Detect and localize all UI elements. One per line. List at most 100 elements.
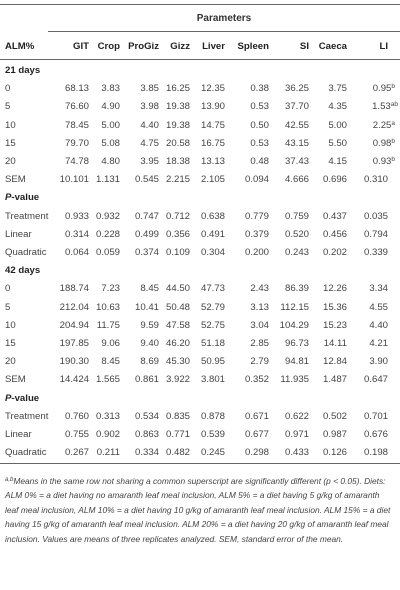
col-header-caeca: Caeca — [318, 41, 347, 52]
cell-git: 76.60 — [64, 101, 89, 112]
cell-alm: 0 — [5, 83, 11, 94]
cell-li: 0.647 — [363, 374, 388, 385]
cell-li-value: 1.53 — [372, 101, 391, 112]
table-row: 0 188.74 7.23 8.45 44.50 47.73 2.43 86.39 12.26 3… — [0, 280, 400, 298]
cell-caeca: 12.26 — [322, 283, 347, 294]
parameters-group-header: Parameters — [196, 13, 252, 24]
cell-gizz: 47.58 — [165, 320, 190, 331]
cell-alm: 10 — [5, 320, 16, 331]
cell-crop: 10.63 — [95, 302, 120, 313]
table-row: 0 68.13 3.83 3.85 16.25 12.35 0.38 36.25 3.75 0.9… — [0, 80, 400, 98]
cell-spleen: 0.779 — [244, 211, 269, 222]
cell-progiz: 0.374 — [134, 247, 159, 258]
cell-git: 188.74 — [59, 283, 89, 294]
cell-crop: 3.83 — [101, 83, 120, 94]
cell-alm: Treatment — [5, 411, 49, 422]
cell-progiz: 0.747 — [134, 211, 159, 222]
cell-caeca: 0.696 — [322, 174, 347, 185]
cell-si: 104.29 — [279, 320, 309, 331]
significance-superscript: b — [391, 83, 395, 90]
cell-liver: 16.75 — [200, 138, 225, 149]
cell-gizz: 45.30 — [165, 356, 190, 367]
cell-si: 4.666 — [284, 174, 309, 185]
cell-alm: 20 — [5, 356, 16, 367]
cell-alm: Linear — [5, 429, 32, 440]
cell-li: 4.40 — [369, 320, 388, 331]
cell-spleen: 0.677 — [244, 429, 269, 440]
cell-alm: SEM — [5, 174, 26, 185]
cell-alm: Quadratic — [5, 447, 47, 458]
cell-progiz: 0.534 — [134, 411, 159, 422]
cell-progiz: 8.69 — [140, 356, 159, 367]
cell-caeca: 4.35 — [328, 101, 347, 112]
section-label-italic: P — [5, 192, 12, 203]
cell-spleen: 0.352 — [244, 374, 269, 385]
cell-liver: 52.79 — [200, 302, 225, 313]
cell-li: 2.25a — [373, 117, 395, 135]
cell-caeca: 12.84 — [322, 356, 347, 367]
cell-gizz: 46.20 — [165, 338, 190, 349]
cell-liver: 0.539 — [200, 429, 225, 440]
cell-li: 3.34 — [369, 283, 388, 294]
section-label-rest: -value — [11, 393, 40, 404]
cell-alm: 5 — [5, 302, 11, 313]
cell-progiz: 3.95 — [140, 156, 159, 167]
cell-alm: Linear — [5, 229, 32, 240]
cell-si: 96.73 — [284, 338, 309, 349]
cell-si: 0.520 — [284, 229, 309, 240]
cell-li: 0.339 — [363, 247, 388, 258]
col-header-spleen: Spleen — [237, 41, 269, 52]
section-header: 21 days — [0, 62, 400, 80]
cell-crop: 0.228 — [95, 229, 120, 240]
cell-crop: 5.08 — [101, 138, 120, 149]
cell-progiz: 9.40 — [140, 338, 159, 349]
table-row: 5 76.60 4.90 3.98 19.38 13.90 0.53 37.70 4.35 1.5… — [0, 98, 400, 116]
cell-caeca: 0.987 — [322, 429, 347, 440]
cell-git: 190.30 — [59, 356, 89, 367]
cell-git: 0.760 — [64, 411, 89, 422]
cell-spleen: 0.298 — [244, 447, 269, 458]
cell-progiz: 0.334 — [134, 447, 159, 458]
cell-liver: 12.35 — [200, 83, 225, 94]
cell-progiz: 4.40 — [140, 120, 159, 131]
cell-progiz: 0.863 — [134, 429, 159, 440]
col-header-alm: ALM% — [5, 41, 35, 52]
cell-alm: SEM — [5, 374, 26, 385]
cell-liver: 14.75 — [200, 120, 225, 131]
table-row: Linear 0.755 0.902 0.863 0.771 0.539 0.677 0.97… — [0, 426, 400, 444]
cell-liver: 0.878 — [200, 411, 225, 422]
group-underline — [48, 31, 400, 32]
cell-progiz: 3.85 — [140, 83, 159, 94]
cell-spleen: 0.53 — [250, 138, 269, 149]
cell-crop: 0.932 — [95, 211, 120, 222]
section-label: P-value — [5, 390, 39, 408]
cell-crop: 5.00 — [101, 120, 120, 131]
table-row: 10 78.45 5.00 4.40 19.38 14.75 0.50 42.55 5.00 2.… — [0, 117, 400, 135]
cell-alm: 20 — [5, 156, 16, 167]
cell-gizz: 0.109 — [165, 247, 190, 258]
cell-si: 86.39 — [284, 283, 309, 294]
cell-caeca: 0.202 — [322, 247, 347, 258]
cell-caeca: 4.15 — [328, 156, 347, 167]
cell-si: 42.55 — [284, 120, 309, 131]
bottom-rule — [0, 463, 400, 464]
cell-spleen: 0.200 — [244, 247, 269, 258]
cell-liver: 50.95 — [200, 356, 225, 367]
table-footnote: a,bMeans in the same row not sharing a c… — [5, 474, 393, 546]
cell-caeca: 0.437 — [322, 211, 347, 222]
cell-li: 1.53ab — [372, 98, 398, 116]
cell-li-value: 2.25 — [372, 120, 392, 131]
cell-caeca: 3.75 — [328, 83, 347, 94]
cell-spleen: 0.38 — [250, 83, 269, 94]
cell-gizz: 0.771 — [165, 429, 190, 440]
cell-li: 0.794 — [363, 229, 388, 240]
cell-git: 79.70 — [64, 138, 89, 149]
cell-crop: 8.45 — [101, 356, 120, 367]
footnote-marker: a,b — [5, 477, 14, 483]
section-label: 42 days — [5, 265, 41, 276]
cell-git: 0.314 — [64, 229, 89, 240]
cell-li-value: 0.95 — [372, 83, 392, 94]
cell-caeca: 15.23 — [322, 320, 347, 331]
significance-superscript: b — [391, 138, 395, 145]
